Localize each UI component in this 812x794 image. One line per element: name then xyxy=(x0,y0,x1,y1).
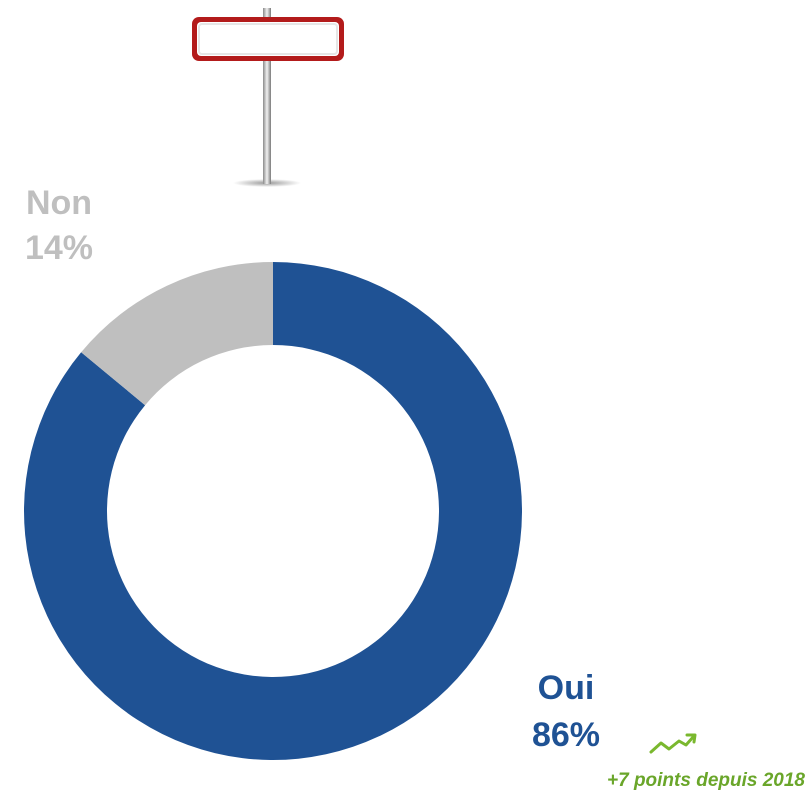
donut-slice xyxy=(81,262,273,406)
category-label: Non xyxy=(26,184,92,222)
value-label: 14% xyxy=(25,229,93,267)
trend-icon xyxy=(649,733,697,754)
donut-slice xyxy=(23,262,522,760)
category-label: Oui xyxy=(538,669,595,707)
value-label: 86% xyxy=(532,716,600,754)
annotation: +7 points depuis 2018 xyxy=(607,770,805,791)
signpost-icon xyxy=(192,8,344,187)
